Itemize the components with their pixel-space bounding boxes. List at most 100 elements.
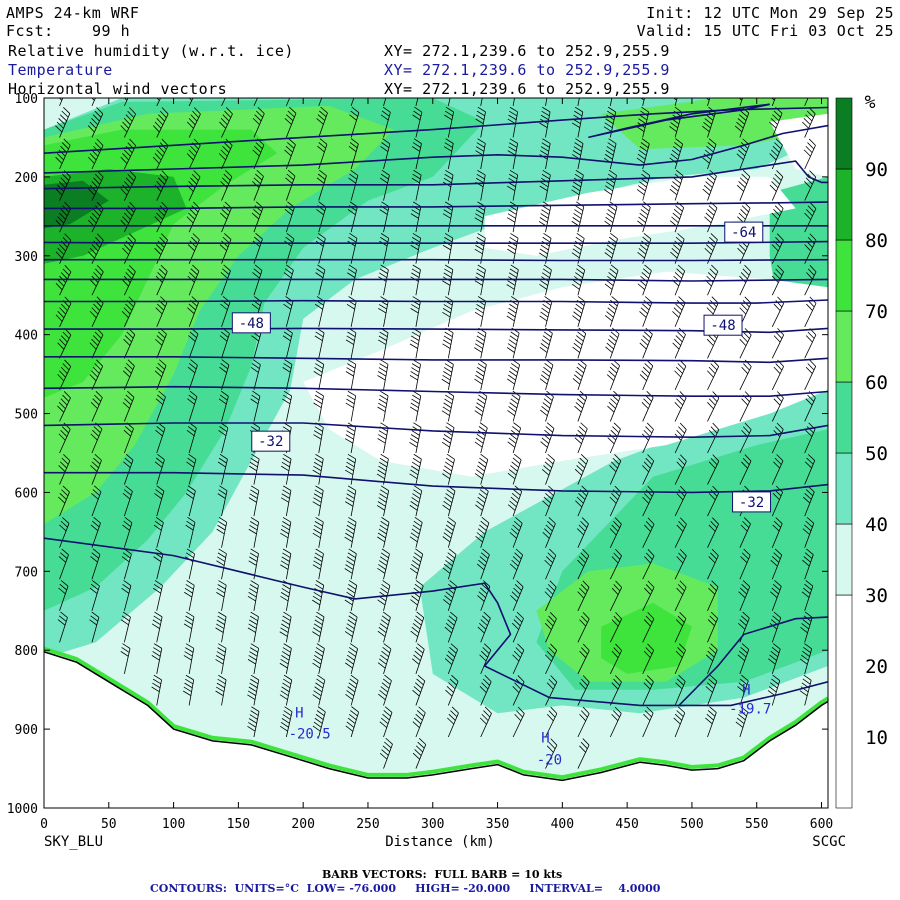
x-tick-label-8: 400 xyxy=(551,817,574,832)
wind-barb-139 xyxy=(285,169,296,201)
wind-barb-191 xyxy=(345,485,357,517)
wind-barb-17 xyxy=(57,611,68,643)
temperature-contour-3 xyxy=(44,160,828,190)
wind-barb-56 xyxy=(152,107,169,138)
wind-barb-114 xyxy=(215,674,227,706)
x-tick-label-4: 200 xyxy=(291,817,314,832)
wind-barb-184 xyxy=(347,264,357,296)
colorbar-tick-2: 30 xyxy=(865,585,888,607)
wind-barb-433 xyxy=(705,706,717,738)
wind-barb-348 xyxy=(577,706,590,738)
wind-barb-417 xyxy=(704,201,718,233)
x-tick-label-3: 150 xyxy=(227,817,250,832)
wind-barb-11 xyxy=(58,422,71,454)
wind-barb-424 xyxy=(707,422,720,454)
rh-fill-layer xyxy=(44,98,828,808)
wind-barb-321 xyxy=(544,548,557,580)
x-tick-label-1: 50 xyxy=(101,817,117,832)
wind-barb-280 xyxy=(477,580,491,611)
contour-legend: CONTOURS: UNITS=°C LOW= -76.000 HIGH= -2… xyxy=(150,882,661,895)
wind-barb-473 xyxy=(768,643,781,675)
wind-barb-244 xyxy=(444,106,454,138)
wind-barb-174 xyxy=(312,611,325,643)
wind-barb-233 xyxy=(409,453,422,485)
wind-barb-171 xyxy=(312,517,324,548)
wind-barb-167 xyxy=(313,390,324,422)
wind-barb-377 xyxy=(637,264,652,296)
wind-barb-69 xyxy=(153,516,164,548)
wind-barb-379 xyxy=(639,327,653,359)
terrain-fill xyxy=(44,651,828,808)
contour-label-1: -48 xyxy=(231,312,271,334)
wind-barb-278 xyxy=(475,516,490,548)
wind-barb-419 xyxy=(704,264,719,296)
wind-barb-129 xyxy=(248,517,260,548)
wind-barb-201 xyxy=(380,138,391,170)
wind-barb-429 xyxy=(707,580,719,611)
wind-barb-88 xyxy=(185,485,196,517)
rh-region-15 xyxy=(769,113,828,177)
wind-barb-115 xyxy=(253,98,258,107)
x-tick-label-0: 0 xyxy=(40,817,48,832)
wind-barb-65 xyxy=(155,390,166,422)
colorbar-bin-5 xyxy=(835,239,853,312)
wind-barb-398 xyxy=(671,264,686,296)
wind-barb-365 xyxy=(609,548,622,580)
wind-barb-239 xyxy=(411,643,425,675)
wind-barb-93 xyxy=(183,643,195,674)
wind-barb-119 xyxy=(251,201,264,233)
wind-barb-406 xyxy=(674,517,687,548)
wind-barb-352 xyxy=(603,138,617,170)
wind-barb-66 xyxy=(155,422,166,454)
wind-barb-219 xyxy=(379,706,393,738)
wind-barb-209 xyxy=(377,390,389,422)
wind-barb-156 xyxy=(279,706,293,738)
wind-barb-143 xyxy=(283,296,294,327)
temperature-contour-16 xyxy=(678,616,828,706)
wind-barb-1 xyxy=(55,107,71,138)
wind-barb-85 xyxy=(187,390,198,422)
extremum-marker-5: -19.7 xyxy=(729,701,771,717)
wind-barb-489 xyxy=(802,517,815,548)
wind-barb-188 xyxy=(345,390,357,422)
wind-barb-310 xyxy=(538,201,552,233)
wind-barb-448 xyxy=(739,517,751,548)
wind-barb-435 xyxy=(734,106,750,138)
wind-barb-331 xyxy=(571,169,584,201)
wind-barb-199 xyxy=(383,98,387,107)
wind-barb-454 xyxy=(735,706,749,738)
barb-legend: BARB VECTORS: FULL BARB = 10 kts xyxy=(322,868,563,881)
field-name-wind: Horizontal wind vectors xyxy=(8,80,228,98)
wind-barb-46 xyxy=(122,390,135,422)
wind-barb-6 xyxy=(55,265,72,296)
wind-barb-483 xyxy=(804,328,817,359)
wind-barb-32 xyxy=(90,517,101,548)
temperature-contour-10 xyxy=(44,327,828,334)
wind-barb-36 xyxy=(123,98,129,107)
wind-barb-370 xyxy=(609,706,622,738)
wind-barb-413 xyxy=(705,98,711,107)
wind-barb-479 xyxy=(804,201,817,233)
wind-barb-386 xyxy=(642,549,655,580)
x-tick-label-12: 600 xyxy=(810,817,833,832)
wind-barb-33 xyxy=(90,548,101,580)
wind-barb-358 xyxy=(605,327,620,359)
y-tick-label-0: 100 xyxy=(15,92,38,107)
wind-barb-364 xyxy=(609,517,622,548)
temperature-contour-9 xyxy=(44,299,828,304)
wind-barb-390 xyxy=(642,675,654,706)
wind-barb-395 xyxy=(669,169,684,201)
wind-barb-396 xyxy=(669,201,685,233)
wind-barb-306 xyxy=(545,98,548,106)
wind-barb-180 xyxy=(348,138,359,170)
wind-barb-258 xyxy=(442,548,457,580)
wind-barb-359 xyxy=(606,359,620,391)
wind-barb-253 xyxy=(441,390,455,422)
wind-barb-387 xyxy=(642,580,655,611)
field-name-rh: Relative humidity (w.r.t. ice) xyxy=(8,42,294,60)
wind-barb-229 xyxy=(409,327,421,359)
field-name-temperature: Temperature xyxy=(8,61,113,79)
wind-barb-206 xyxy=(378,296,389,327)
wind-barb-211 xyxy=(376,453,389,485)
